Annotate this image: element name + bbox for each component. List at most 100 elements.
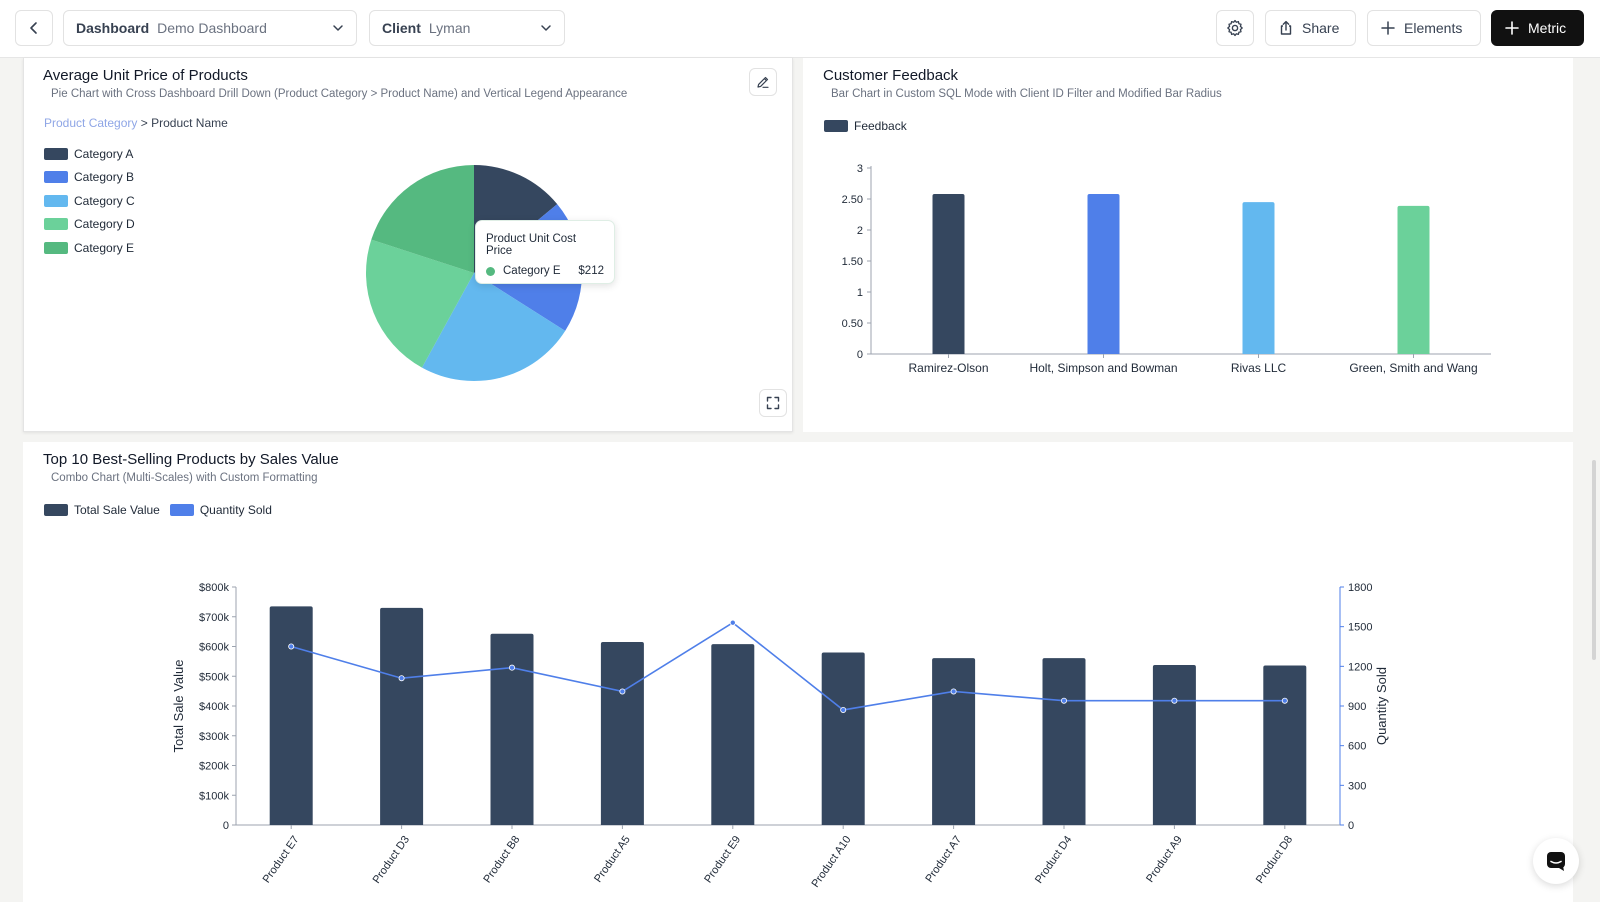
bar [1042, 658, 1086, 825]
scrollbar[interactable] [1592, 460, 1596, 660]
dashboard-select[interactable]: Dashboard Demo Dashboard [63, 10, 357, 46]
legend-item[interactable]: Quantity Sold [169, 498, 272, 522]
x-tick-label: Product D3 [371, 834, 412, 886]
legend-swatch [44, 171, 68, 184]
y-tick-label-left: $600k [199, 642, 229, 654]
panel-subtitle: Pie Chart with Cross Dashboard Drill Dow… [51, 88, 628, 100]
settings-button[interactable] [1216, 10, 1254, 46]
y-tick-label-right: 300 [1348, 780, 1366, 792]
bar [711, 644, 755, 825]
y-tick-label: 3 [857, 163, 863, 175]
elements-button[interactable]: Elements [1367, 10, 1481, 46]
legend-swatch [169, 503, 194, 516]
legend-item[interactable]: Category A [44, 142, 135, 166]
x-tick-label: Product A9 [1144, 834, 1185, 885]
panel-title: Customer Feedback [823, 67, 959, 84]
y-axis-title-left: Total Sale Value [171, 660, 186, 753]
chevron-down-icon [333, 25, 343, 31]
x-tick-label: Product B8 [481, 834, 522, 885]
legend-item[interactable]: Category E [44, 236, 135, 260]
breadcrumb-link[interactable]: Product Category [44, 116, 138, 130]
legend-label: Category D [74, 217, 135, 232]
line-point [398, 675, 405, 682]
y-tick-label-right: 0 [1348, 820, 1354, 832]
line-point [840, 706, 847, 713]
share-button[interactable]: Share [1265, 10, 1356, 46]
y-tick-label: 0.50 [842, 318, 863, 330]
legend-swatch [44, 218, 68, 231]
combo-legend: Total Sale Value Quantity Sold [44, 498, 282, 522]
y-tick-label: 1.50 [842, 256, 863, 268]
legend-swatch [824, 119, 848, 132]
tooltip-value: $212 [578, 265, 604, 277]
feedback-chart-panel: Customer Feedback Bar Chart in Custom SQ… [803, 58, 1573, 432]
y-tick-label-left: $300k [199, 731, 229, 743]
y-tick-label-right: 1200 [1348, 661, 1372, 673]
panel-title: Top 10 Best-Selling Products by Sales Va… [43, 451, 339, 468]
top-bar: Dashboard Demo Dashboard Client Lyman Sh… [0, 0, 1600, 58]
fullscreen-button[interactable] [759, 389, 787, 417]
edit-button[interactable] [749, 68, 777, 96]
line-point [950, 688, 957, 695]
y-tick-label: 0 [857, 349, 863, 361]
x-tick-label: Green, Smith and Wang [1349, 361, 1477, 375]
add-metric-button[interactable]: Metric [1491, 10, 1584, 46]
tooltip-title: Product Unit Cost Price [486, 233, 577, 257]
legend-item[interactable]: Category C [44, 189, 135, 213]
line-point [1281, 697, 1288, 704]
y-axis-title-right: Quantity Sold [1374, 667, 1389, 745]
y-tick-label-left: $800k [199, 582, 229, 594]
client-select[interactable]: Client Lyman [369, 10, 565, 46]
legend-swatch [44, 241, 68, 254]
plus-icon [1381, 21, 1395, 35]
bar [1087, 194, 1120, 354]
legend-label: Category A [74, 146, 134, 161]
line-point [1061, 697, 1068, 704]
legend-label: Category E [74, 240, 135, 255]
legend-item[interactable]: Total Sale Value [44, 498, 160, 522]
y-tick-label-left: $400k [199, 701, 229, 713]
legend-label: Category C [74, 193, 135, 208]
dashboard-select-label: Dashboard [76, 20, 150, 36]
y-tick-label-left: $100k [199, 790, 229, 802]
panel-title: Average Unit Price of Products [43, 67, 248, 84]
x-tick-label: Ramirez-Olson [908, 361, 988, 375]
legend-item[interactable]: Feedback [824, 114, 907, 138]
legend-label: Feedback [854, 118, 907, 133]
panel-subtitle: Combo Chart (Multi-Scales) with Custom F… [51, 472, 318, 484]
chat-button[interactable] [1533, 838, 1579, 884]
back-button[interactable] [15, 10, 53, 46]
dashboard-select-value: Demo Dashboard [157, 20, 267, 36]
y-tick-label: 1 [857, 287, 863, 299]
client-select-label: Client [382, 20, 421, 36]
bar [1152, 664, 1196, 825]
x-tick-label: Product A5 [592, 834, 633, 885]
x-tick-label: Rivas LLC [1231, 361, 1287, 375]
bar [932, 194, 965, 354]
line-point [729, 619, 736, 626]
feedback-legend: Feedback [824, 114, 917, 138]
breadcrumb-separator: > [140, 116, 148, 130]
bar [490, 633, 534, 825]
line-point [288, 643, 295, 650]
bar [600, 642, 644, 825]
pie-tooltip: Product Unit Cost Price Category E $212 [475, 220, 615, 284]
share-icon [1280, 20, 1292, 35]
tooltip-category: Category E [503, 265, 561, 277]
breadcrumb-current: Product Name [151, 116, 228, 130]
combo-chart-panel: Top 10 Best-Selling Products by Sales Va… [23, 442, 1573, 902]
legend-item[interactable]: Category D [44, 213, 135, 237]
legend-item[interactable]: Category B [44, 166, 135, 190]
y-tick-label-right: 900 [1348, 701, 1366, 713]
legend-label: Quantity Sold [199, 502, 272, 517]
bar [1397, 205, 1430, 354]
share-button-label: Share [1302, 20, 1340, 36]
x-tick-label: Product E7 [261, 834, 302, 885]
x-tick-label: Product A7 [923, 834, 964, 885]
bar [1242, 202, 1275, 354]
plus-icon [1505, 21, 1519, 35]
chevron-down-icon [541, 25, 551, 31]
breadcrumb: Product Category > Product Name [44, 116, 228, 130]
y-tick-label: 2.50 [842, 194, 863, 206]
legend-swatch [44, 147, 68, 160]
